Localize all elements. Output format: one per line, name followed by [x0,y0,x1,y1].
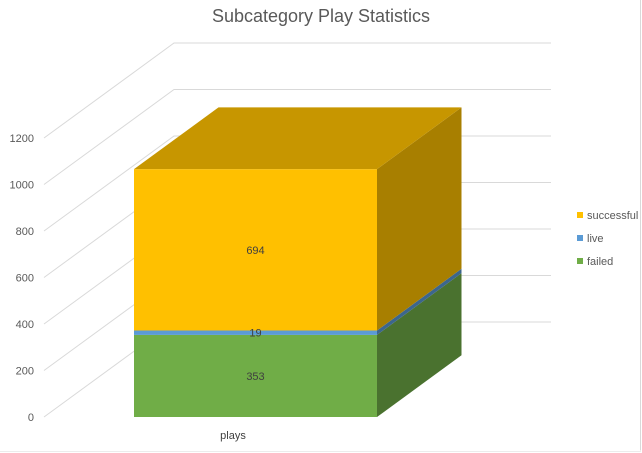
y-tick-label: 200 [16,366,34,378]
y-tick-label: 1000 [10,180,34,192]
legend-swatch-failed [577,258,583,264]
gridline [43,89,551,185]
data-label-failed: 353 [246,371,264,383]
legend: successful live failed [577,210,638,268]
stacked-bar [134,107,462,417]
bar-segment-successful [134,169,377,331]
bar-segment-live [134,330,377,335]
legend-label-failed: failed [587,256,613,268]
bar-segment-failed [134,334,377,417]
y-tick-label: 0 [28,412,34,424]
legend-label-successful: successful [587,210,638,222]
gridline [43,42,551,139]
data-label-successful: 694 [246,245,264,257]
y-axis: 0 200 400 600 800 1000 1200 [10,133,34,424]
bar-side-failed [377,273,462,417]
bar-top-face [134,107,462,170]
legend-swatch-live [577,235,583,241]
y-tick-label: 600 [16,273,34,285]
data-labels: 353 19 694 [246,245,264,383]
bar-side-successful [377,107,462,331]
chart-title: Subcategory Play Statistics [212,6,430,26]
legend-swatch-successful [577,212,583,218]
y-tick-label: 400 [16,319,34,331]
y-tick-label: 800 [16,226,34,238]
y-tick-label: 1200 [10,133,34,145]
legend-label-live: live [587,233,604,245]
bar-side-live [377,268,462,335]
data-label-live: 19 [249,328,261,340]
category-label: plays [220,430,246,442]
